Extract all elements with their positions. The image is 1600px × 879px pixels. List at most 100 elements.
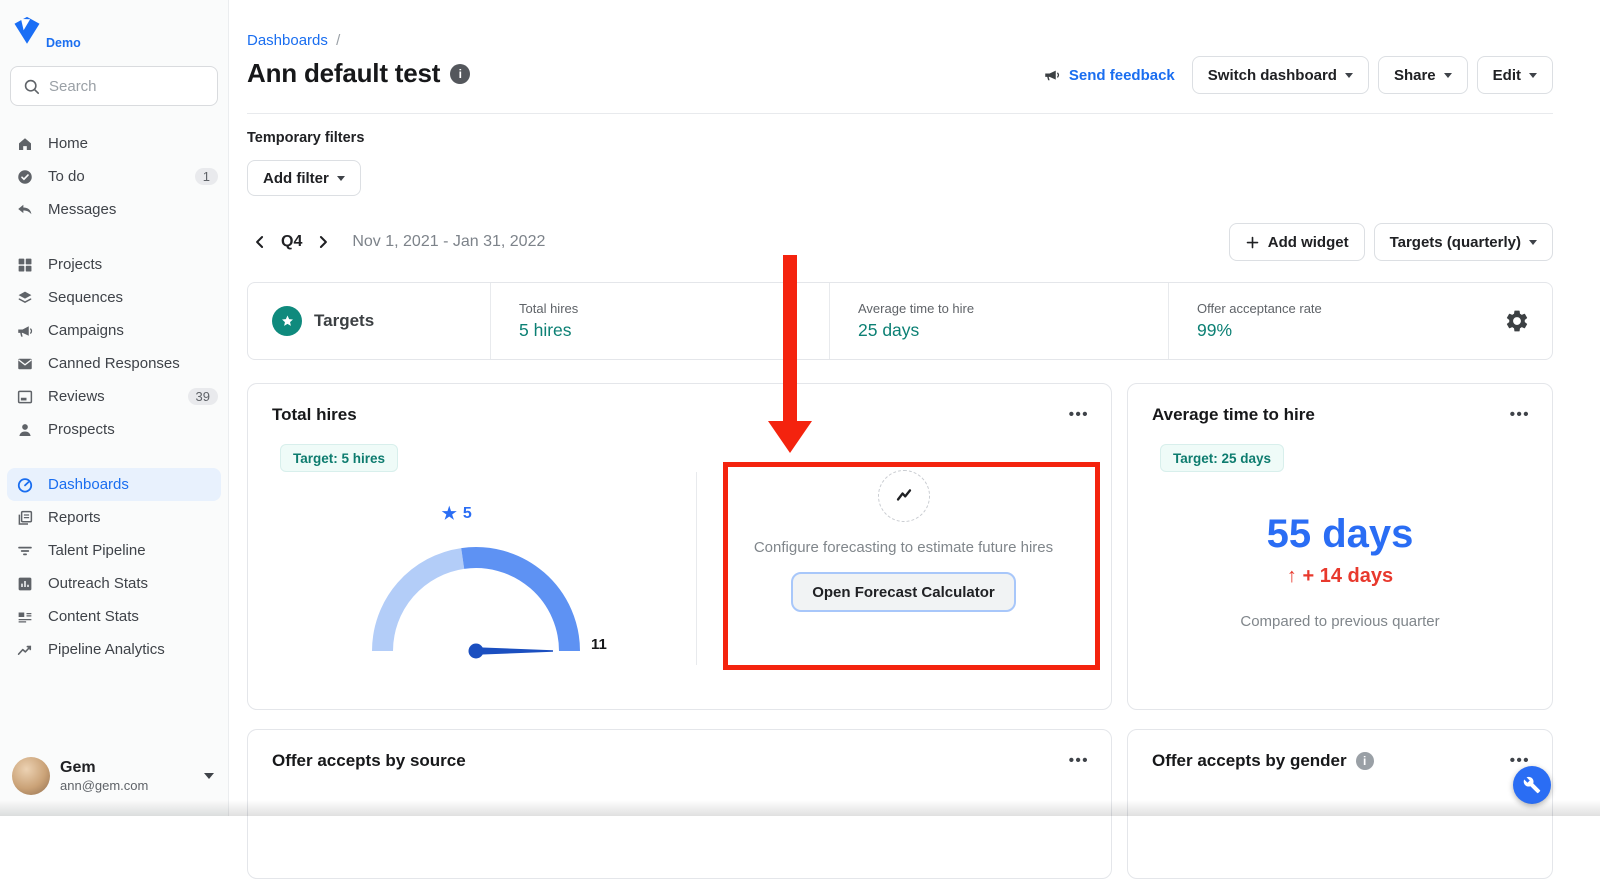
reviews-count-badge: 39 (188, 388, 218, 405)
annotation-arrow-head (768, 421, 812, 453)
gauge-chart (361, 527, 591, 659)
targets-summary-bar: Targets Total hires 5 hires Average time… (247, 282, 1553, 360)
send-feedback-label: Send feedback (1069, 67, 1175, 84)
average-time-to-hire-widget: Average time to hire Target: 25 days 55 … (1127, 383, 1553, 710)
sidebar-item-outreach-stats[interactable]: Outreach Stats (0, 567, 228, 600)
sidebar-item-home[interactable]: Home (0, 127, 228, 160)
sidebar-item-label: Outreach Stats (48, 575, 148, 592)
sidebar-item-content-stats[interactable]: Content Stats (0, 600, 228, 633)
send-feedback-link[interactable]: Send feedback (1043, 66, 1175, 84)
forecast-section: Configure forecasting to estimate future… (697, 462, 1110, 708)
sidebar-item-label: Home (48, 135, 88, 152)
info-icon[interactable] (450, 64, 470, 84)
targets-quarterly-label: Targets (quarterly) (1390, 234, 1521, 251)
user-menu[interactable]: Gem ann@gem.com (0, 748, 228, 804)
support-wrench-button[interactable] (1513, 766, 1551, 804)
breadcrumb-dashboards-link[interactable]: Dashboards (247, 32, 328, 49)
caret-down-icon (204, 773, 214, 779)
sidebar-item-projects[interactable]: Projects (0, 248, 228, 281)
previous-period-button[interactable] (247, 229, 273, 255)
share-button[interactable]: Share (1378, 56, 1468, 94)
plus-icon (1245, 235, 1260, 250)
targets-quarterly-button[interactable]: Targets (quarterly) (1374, 223, 1553, 261)
target-badge: Target: 5 hires (280, 444, 398, 472)
home-icon (16, 135, 34, 153)
gauge-arc-below-target (383, 559, 463, 652)
total-hires-gauge: 5 11 (361, 484, 641, 664)
megaphone-icon (16, 322, 34, 340)
sidebar-item-label: Campaigns (48, 322, 124, 339)
review-card-icon (16, 388, 34, 406)
add-filter-button[interactable]: Add filter (247, 160, 361, 196)
sidebar-item-messages[interactable]: Messages (0, 193, 228, 226)
gauge-needle (469, 644, 554, 659)
sidebar-item-reports[interactable]: Reports (0, 501, 228, 534)
sidebar-item-pipeline-analytics[interactable]: Pipeline Analytics (0, 633, 228, 666)
sidebar-nav: Home To do 1 Messages Projects Sequences (0, 127, 228, 666)
sidebar-item-label: Pipeline Analytics (48, 641, 165, 658)
offer-accepts-by-source-widget: Offer accepts by source (247, 729, 1112, 879)
total-hires-widget: Total hires Target: 5 hires 5 11 (247, 383, 1112, 710)
widget-menu-icon[interactable] (1069, 752, 1089, 769)
sidebar: Demo Home To do 1 Messages (0, 0, 229, 816)
next-period-button[interactable] (310, 229, 336, 255)
annotation-arrow-shaft (783, 255, 797, 422)
forecast-trend-icon (878, 470, 930, 522)
widget-menu-icon[interactable] (1069, 406, 1089, 423)
offer-accepts-by-gender-widget: Offer accepts by gender (1127, 729, 1553, 879)
filter-lines-icon (16, 542, 34, 560)
sidebar-item-label: Talent Pipeline (48, 542, 146, 559)
search-box[interactable] (10, 66, 218, 106)
check-circle-icon (16, 168, 34, 186)
target-stat-offer-acceptance: Offer acceptance rate 99% (1169, 283, 1552, 359)
layers-icon (16, 289, 34, 307)
gauge-max-label: 11 (591, 636, 607, 653)
comparison-label: Compared to previous quarter (1240, 613, 1439, 630)
forecast-message: Configure forecasting to estimate future… (754, 539, 1053, 556)
targets-star-icon (272, 306, 302, 336)
star-icon (442, 504, 457, 524)
reply-icon (16, 201, 34, 219)
widget-menu-icon[interactable] (1510, 406, 1530, 423)
search-icon (22, 77, 41, 96)
sidebar-item-talent-pipeline[interactable]: Talent Pipeline (0, 534, 228, 567)
search-input[interactable] (11, 67, 217, 105)
edit-button[interactable]: Edit (1477, 56, 1553, 94)
quarter-label: Q4 (281, 233, 302, 251)
envelope-icon (16, 355, 34, 373)
sidebar-item-label: Reviews (48, 388, 105, 405)
user-email: ann@gem.com (60, 778, 148, 794)
info-icon[interactable] (1356, 752, 1374, 770)
target-stat-total-hires: Total hires 5 hires (491, 283, 829, 359)
add-widget-button[interactable]: Add widget (1229, 223, 1365, 261)
targets-settings-gear-icon[interactable] (1504, 308, 1530, 334)
caret-down-icon (1529, 240, 1537, 245)
widget-title: Offer accepts by gender (1152, 751, 1347, 771)
target-badge: Target: 25 days (1160, 444, 1284, 472)
stat-label: Average time to hire (858, 301, 1168, 316)
megaphone-icon (1043, 66, 1061, 84)
sidebar-item-campaigns[interactable]: Campaigns (0, 314, 228, 347)
wrench-icon (1523, 776, 1541, 794)
nav-group-gap (0, 226, 228, 248)
sidebar-item-label: Sequences (48, 289, 123, 306)
gauge-target-value: 5 (463, 505, 472, 523)
open-forecast-calculator-button[interactable]: Open Forecast Calculator (791, 572, 1016, 612)
nav-group-gap (0, 446, 228, 468)
avg-time-delta: ↑ + 14 days (1287, 565, 1393, 588)
bar-chart-icon (16, 575, 34, 593)
sidebar-item-reviews[interactable]: Reviews 39 (0, 380, 228, 413)
sidebar-item-dashboards[interactable]: Dashboards (7, 468, 221, 501)
sidebar-item-label: To do (48, 168, 85, 185)
documents-icon (16, 509, 34, 527)
sidebar-item-label: Canned Responses (48, 355, 180, 372)
date-range-label: Nov 1, 2021 - Jan 31, 2022 (352, 233, 545, 251)
stat-label: Offer acceptance rate (1197, 301, 1322, 316)
switch-dashboard-label: Switch dashboard (1208, 67, 1337, 84)
sidebar-item-sequences[interactable]: Sequences (0, 281, 228, 314)
sidebar-item-label: Messages (48, 201, 116, 218)
sidebar-item-canned-responses[interactable]: Canned Responses (0, 347, 228, 380)
sidebar-item-todo[interactable]: To do 1 (0, 160, 228, 193)
switch-dashboard-button[interactable]: Switch dashboard (1192, 56, 1369, 94)
sidebar-item-prospects[interactable]: Prospects (0, 413, 228, 446)
